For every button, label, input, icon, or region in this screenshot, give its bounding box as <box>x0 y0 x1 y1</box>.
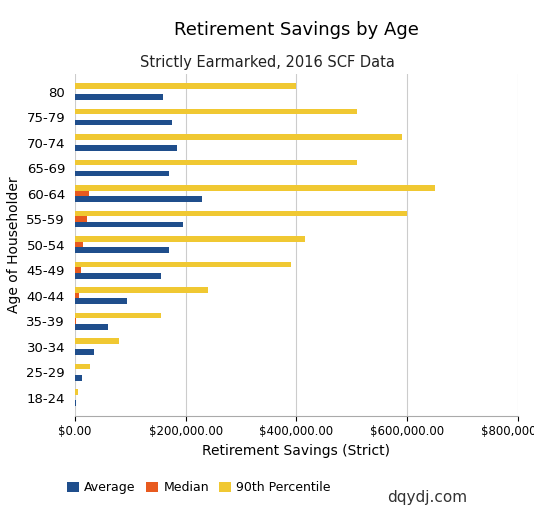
Legend: Average, Median, 90th Percentile: Average, Median, 90th Percentile <box>62 477 336 500</box>
Bar <box>75 236 305 242</box>
Bar <box>75 159 357 165</box>
Bar <box>75 318 76 324</box>
Bar <box>75 120 172 125</box>
Bar <box>75 108 357 114</box>
Bar <box>75 262 291 267</box>
Bar <box>75 389 77 395</box>
Bar <box>75 134 402 140</box>
Bar <box>75 293 79 298</box>
Bar <box>75 298 128 304</box>
Bar <box>75 324 108 330</box>
Text: dqydj.com: dqydj.com <box>387 490 467 504</box>
Bar <box>75 349 94 355</box>
Bar <box>75 400 76 406</box>
Title: Retirement Savings by Age: Retirement Savings by Age <box>174 21 419 39</box>
Bar <box>75 375 82 381</box>
Bar <box>75 222 183 227</box>
Bar <box>75 171 169 176</box>
Bar <box>75 196 202 202</box>
Text: Strictly Earmarked, 2016 SCF Data: Strictly Earmarked, 2016 SCF Data <box>139 55 395 70</box>
Bar <box>75 247 169 253</box>
Bar <box>75 242 83 247</box>
Y-axis label: Age of Householder: Age of Householder <box>7 176 21 313</box>
Bar <box>75 287 208 293</box>
Bar <box>75 267 81 273</box>
Bar <box>75 185 435 191</box>
X-axis label: Retirement Savings (Strict): Retirement Savings (Strict) <box>202 444 390 458</box>
Bar <box>75 313 161 318</box>
Bar <box>75 210 407 216</box>
Bar <box>75 364 90 369</box>
Bar <box>75 94 163 100</box>
Bar <box>75 191 89 196</box>
Bar <box>75 338 119 344</box>
Bar <box>75 273 161 279</box>
Bar <box>75 145 177 151</box>
Bar <box>75 83 296 89</box>
Bar <box>75 216 87 222</box>
